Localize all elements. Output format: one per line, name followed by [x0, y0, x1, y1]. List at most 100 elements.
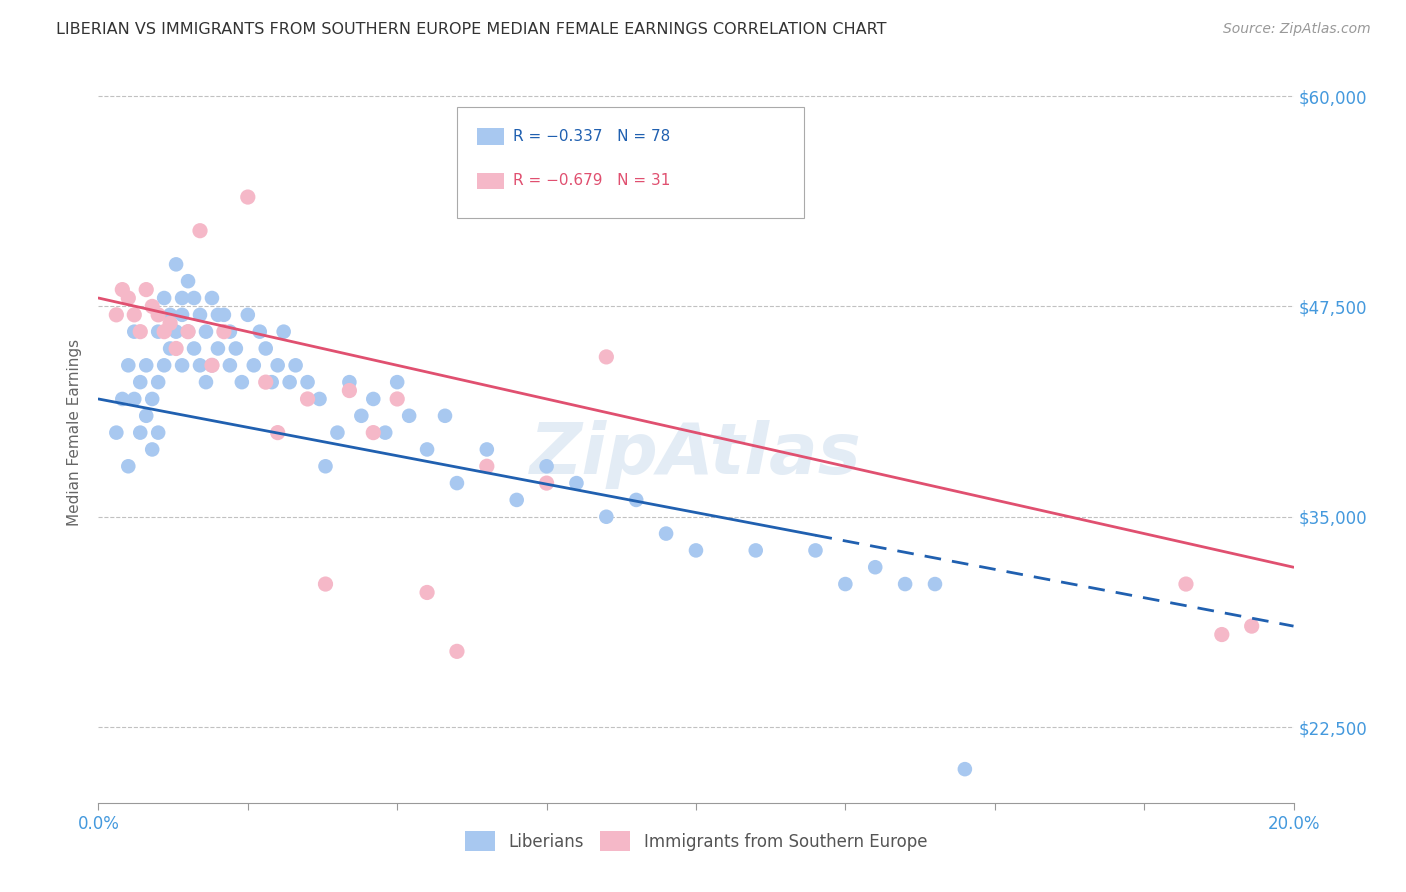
Point — [124, 325, 146, 339]
Point — [188, 359, 211, 373]
Point — [105, 425, 128, 440]
Point — [446, 476, 468, 491]
Point — [924, 577, 946, 591]
Point — [308, 392, 330, 406]
Point — [243, 359, 266, 373]
Point — [165, 342, 187, 356]
Point — [124, 308, 146, 322]
Point — [111, 283, 134, 297]
Point — [416, 442, 439, 457]
Point — [595, 509, 617, 524]
Point — [236, 308, 259, 322]
Point — [165, 257, 187, 271]
Point — [177, 325, 200, 339]
Point — [153, 359, 176, 373]
Point — [1175, 577, 1198, 591]
Point — [195, 375, 218, 389]
Point — [398, 409, 420, 423]
Point — [201, 359, 224, 373]
Point — [267, 425, 290, 440]
Point — [231, 375, 253, 389]
Point — [834, 577, 856, 591]
Point — [177, 325, 200, 339]
Point — [105, 308, 128, 322]
Point — [416, 585, 439, 599]
Point — [267, 359, 290, 373]
Text: LIBERIAN VS IMMIGRANTS FROM SOUTHERN EUROPE MEDIAN FEMALE EARNINGS CORRELATION C: LIBERIAN VS IMMIGRANTS FROM SOUTHERN EUR… — [56, 22, 887, 37]
Point — [159, 316, 181, 330]
Point — [172, 359, 194, 373]
Point — [350, 409, 373, 423]
Point — [177, 274, 200, 288]
Point — [135, 409, 157, 423]
Point — [135, 283, 157, 297]
Point — [148, 375, 170, 389]
Point — [434, 409, 457, 423]
Point — [284, 359, 307, 373]
Point — [446, 644, 468, 658]
Point — [212, 308, 235, 322]
Point — [183, 342, 205, 356]
Point — [129, 375, 152, 389]
Point — [212, 325, 235, 339]
Point — [148, 308, 170, 322]
Point — [475, 459, 498, 474]
Point — [475, 442, 498, 457]
Point — [159, 308, 181, 322]
Point — [804, 543, 827, 558]
Point — [565, 476, 588, 491]
Point — [159, 342, 181, 356]
Point — [207, 342, 229, 356]
Y-axis label: Median Female Earnings: Median Female Earnings — [67, 339, 83, 526]
Point — [339, 384, 361, 398]
Point — [363, 392, 385, 406]
Point — [153, 291, 176, 305]
Point — [536, 476, 558, 491]
Point — [219, 359, 242, 373]
Point — [172, 308, 194, 322]
Point — [148, 425, 170, 440]
Point — [1211, 627, 1233, 641]
Point — [315, 577, 337, 591]
Point — [297, 375, 319, 389]
Point — [655, 526, 678, 541]
Legend: Liberians, Immigrants from Southern Europe: Liberians, Immigrants from Southern Euro… — [458, 825, 934, 857]
Point — [188, 308, 211, 322]
Point — [273, 325, 295, 339]
Point — [153, 325, 176, 339]
Point — [254, 375, 277, 389]
Text: Source: ZipAtlas.com: Source: ZipAtlas.com — [1223, 22, 1371, 37]
Point — [124, 392, 146, 406]
Point — [339, 375, 361, 389]
Point — [207, 308, 229, 322]
Point — [141, 442, 163, 457]
Point — [225, 342, 247, 356]
Point — [117, 459, 139, 474]
Point — [506, 492, 529, 507]
Text: R = −0.337   N = 78: R = −0.337 N = 78 — [513, 129, 671, 144]
Point — [141, 300, 163, 314]
Point — [685, 543, 707, 558]
Point — [129, 325, 152, 339]
Point — [865, 560, 887, 574]
Point — [326, 425, 349, 440]
Point — [385, 375, 409, 389]
Point — [249, 325, 271, 339]
Point — [745, 543, 768, 558]
Point — [254, 342, 277, 356]
Point — [183, 291, 205, 305]
Point — [260, 375, 283, 389]
Point — [894, 577, 917, 591]
FancyBboxPatch shape — [457, 107, 804, 218]
Point — [385, 392, 409, 406]
FancyBboxPatch shape — [477, 128, 503, 145]
Point — [236, 190, 259, 204]
Text: R = −0.679   N = 31: R = −0.679 N = 31 — [513, 173, 671, 188]
Point — [278, 375, 301, 389]
Point — [165, 325, 187, 339]
Point — [188, 224, 211, 238]
Point — [363, 425, 385, 440]
Point — [148, 325, 170, 339]
FancyBboxPatch shape — [477, 173, 503, 189]
Point — [141, 392, 163, 406]
